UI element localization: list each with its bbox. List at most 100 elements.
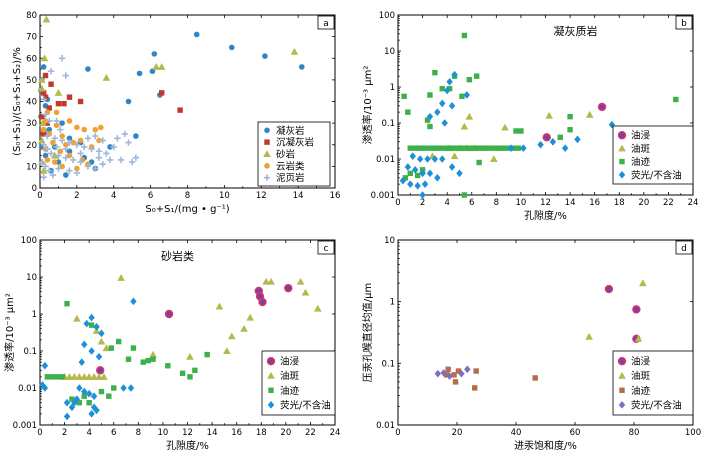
x-tick-label: 22 (305, 428, 316, 438)
x-tick-label: 22 (663, 198, 674, 208)
data-point (192, 368, 197, 373)
y-tick-label: 0.01 (18, 384, 37, 394)
x-tick-label: 12 (182, 428, 193, 438)
data-point (299, 64, 305, 70)
data-point (74, 170, 80, 176)
legend-marker (264, 139, 269, 144)
x-tick-label: 12 (540, 198, 551, 208)
data-point (407, 180, 413, 188)
data-point (405, 109, 410, 114)
data-point (446, 78, 452, 86)
data-point (543, 134, 550, 141)
data-point (159, 90, 164, 95)
y-tick-label: 100 (379, 11, 395, 21)
data-point (562, 144, 568, 152)
legend-label: 荧光/不含油 (631, 399, 682, 411)
data-point (180, 371, 185, 376)
data-point (432, 145, 437, 150)
data-point (38, 137, 46, 144)
data-point (126, 357, 131, 362)
data-point (464, 366, 470, 374)
x-tick-label: 16 (231, 428, 242, 438)
legend: 油浸油斑油迹荧光/不含油 (613, 126, 693, 184)
x-tick-label: 24 (688, 198, 699, 208)
legend-label: 油浸 (631, 130, 651, 142)
data-point (537, 141, 543, 149)
legend: 凝灰岩沉凝灰岩砂岩云岩类泥页岩 (258, 122, 330, 186)
x-tick-label: 14 (293, 191, 304, 201)
x-tick-label: 8 (185, 191, 190, 201)
data-point (223, 347, 231, 354)
data-point (462, 33, 467, 38)
data-point (73, 315, 81, 322)
data-point (462, 145, 467, 150)
series-3 (400, 71, 625, 199)
x-tick-label: 14 (207, 428, 218, 438)
data-point (453, 379, 458, 384)
y-tick-label: 1 (390, 298, 395, 308)
data-point (567, 127, 572, 132)
legend-label: 泥页岩 (276, 172, 305, 184)
data-point (472, 145, 477, 150)
panel-letter: c (324, 244, 329, 254)
x-tick-label: 80 (629, 428, 640, 438)
data-point (99, 161, 105, 167)
legend-marker (264, 127, 270, 133)
data-point (297, 278, 305, 285)
panel-c: 0 2 4 6 8 10 12 14 16 18 20 22 240.0010.010.1110100孔… (3, 236, 340, 452)
data-point (259, 299, 266, 306)
data-point (462, 192, 467, 197)
data-point (501, 145, 506, 150)
data-point (481, 145, 486, 150)
legend: 油浸油斑油迹荧光/不含油 (262, 351, 335, 415)
legend-marker (264, 163, 270, 169)
data-point (76, 384, 82, 392)
x-tick-label: 18 (614, 198, 625, 208)
x-axis-title: 进汞饱和度/% (514, 439, 577, 452)
data-point (633, 306, 640, 313)
y-tick-label: 100 (21, 236, 37, 246)
y-tick-label: 50 (26, 76, 37, 86)
data-point (177, 107, 182, 112)
data-point (93, 127, 99, 133)
y-tick-label: 10 (26, 273, 37, 283)
data-point (434, 174, 440, 182)
x-tick-label: 16 (330, 191, 341, 201)
data-point (410, 152, 416, 160)
data-point (133, 133, 139, 139)
data-point (141, 359, 146, 364)
x-tick-label: 100 (685, 428, 701, 438)
y-tick-label: 10 (384, 47, 395, 57)
y-tick-label: 0.1 (381, 119, 395, 129)
data-point (122, 131, 128, 137)
legend-label: 油迹 (280, 385, 300, 397)
data-point (442, 145, 447, 150)
y-tick-label: 0.001 (13, 421, 37, 431)
panel-title: 凝灰质岩 (554, 24, 598, 38)
y-tick-label: 10 (26, 162, 37, 172)
data-point (476, 145, 481, 150)
data-point (459, 94, 464, 99)
x-tick-label: 6 (111, 428, 116, 438)
panel-title: 砂岩类 (161, 249, 194, 263)
data-point (461, 123, 469, 130)
data-point (99, 389, 104, 394)
panel-letter: a (323, 19, 329, 29)
data-point (452, 145, 457, 150)
data-point (45, 374, 50, 379)
data-point (50, 374, 55, 379)
series-2 (444, 367, 538, 391)
data-point (606, 286, 613, 293)
data-point (88, 314, 94, 322)
x-tick-label: 0 (395, 198, 400, 208)
data-point (40, 174, 46, 180)
data-point (545, 112, 553, 119)
data-point (422, 145, 427, 150)
data-point (92, 165, 98, 171)
data-point (107, 157, 113, 163)
data-point (53, 118, 59, 124)
data-point (496, 145, 501, 150)
data-point (574, 136, 580, 144)
data-point (449, 102, 455, 110)
data-point (414, 182, 420, 190)
